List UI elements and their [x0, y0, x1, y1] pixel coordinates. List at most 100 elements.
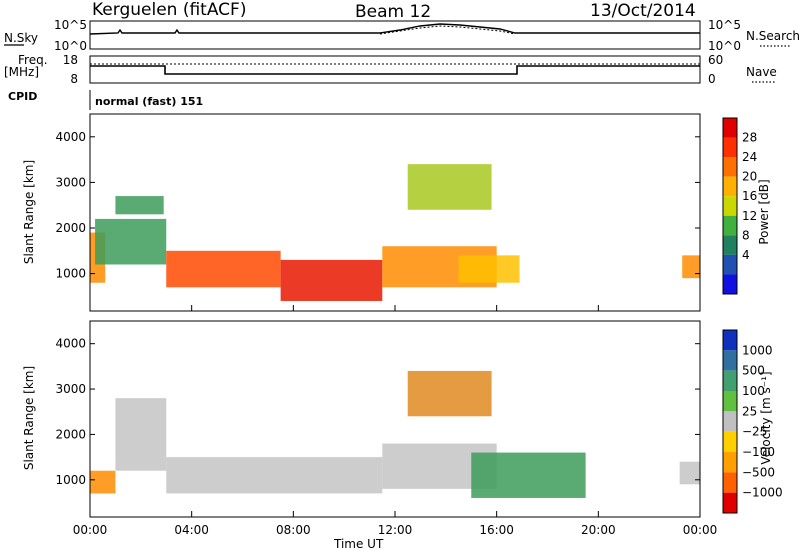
nave-label: Nave — [746, 65, 777, 79]
power-panel: 1000 2000 3000 4000 Slant Range [km] — [22, 113, 701, 312]
nave-tick-bottom: 0 — [708, 72, 716, 86]
data-region-0 — [90, 470, 116, 494]
colorbar-tick-2: 20 — [742, 170, 757, 184]
colorbar-tick-6: 4 — [742, 248, 750, 262]
velocity-colorbar: 1000 500 100 25 −25 −100 −500 −1000 Velocity [m… — [722, 329, 783, 514]
colorbar-tick-7: −1000 — [742, 486, 783, 500]
nsearch-label: N.Search — [746, 29, 800, 43]
nsky-tick-bottom: 10^0 — [54, 39, 87, 53]
y-tick-label-1: 2000 — [55, 427, 86, 441]
velocity-panel: 1000 2000 3000 4000 00:00 04:00 08:00 12:00 16:… — [22, 320, 718, 551]
data-region-6 — [679, 461, 700, 485]
colorbar-tick-0: 28 — [742, 131, 757, 145]
colorbar-block-7 — [723, 254, 737, 275]
velocity-data-regions — [90, 370, 700, 498]
x-tick-label-0: 00:00 — [73, 523, 108, 537]
power-colorbar-ticks: 28 24 20 16 12 8 4 — [742, 131, 757, 262]
colorbar-block-0 — [723, 330, 737, 351]
colorbar-block-1 — [723, 350, 737, 371]
beam-title: Beam 12 — [355, 2, 431, 22]
velocity-colorbar-label: Velocity [m s⁻¹] — [759, 371, 773, 464]
date-title: 13/Oct/2014 — [590, 1, 696, 21]
colorbar-block-5 — [723, 215, 737, 236]
data-region-2 — [115, 196, 164, 215]
nsky-label: N.Sky — [4, 31, 38, 45]
power-colorbar-blocks — [723, 118, 737, 294]
colorbar-tick-3: 25 — [742, 404, 757, 418]
data-region-3 — [166, 250, 281, 288]
data-region-1 — [95, 218, 167, 265]
velocity-ylabel: Slant Range [km] — [22, 366, 36, 470]
station-title: Kerguelen (fitACF) — [92, 0, 246, 20]
velocity-colorbar-frame — [722, 329, 738, 514]
data-region-7 — [458, 255, 520, 283]
cpid-label: CPID — [8, 90, 37, 103]
colorbar-block-1 — [723, 137, 737, 158]
data-region-5 — [471, 452, 586, 498]
x-tick-label-4: 16:00 — [479, 523, 514, 537]
freq-trace — [90, 65, 700, 75]
colorbar-tick-4: 12 — [742, 209, 757, 223]
velocity-y-ticks: 1000 2000 3000 4000 — [55, 337, 700, 487]
power-colorbar: 28 24 20 16 12 8 4 Power [dB] — [722, 117, 771, 295]
data-region-1 — [115, 398, 167, 471]
x-tick-label-1: 04:00 — [174, 523, 209, 537]
nsky-tick-top: 10^5 — [54, 18, 87, 32]
colorbar-block-3 — [723, 391, 737, 412]
y-tick-label-2: 3000 — [55, 382, 86, 396]
freq-tick-bottom: 8 — [70, 72, 78, 86]
nsearch-tick-top: 10^5 — [708, 18, 741, 32]
colorbar-block-3 — [723, 176, 737, 197]
colorbar-block-2 — [723, 370, 737, 391]
velocity-x-ticks: 00:00 04:00 08:00 12:00 16:00 20:00 00:00 — [73, 511, 718, 537]
colorbar-block-4 — [723, 411, 737, 432]
power-data-regions — [90, 164, 700, 301]
colorbar-tick-0: 1000 — [742, 343, 773, 357]
power-colorbar-label: Power [dB] — [757, 179, 771, 244]
colorbar-block-8 — [723, 492, 737, 513]
y-tick-label-2: 3000 — [55, 175, 86, 189]
nave-tick-top: 60 — [708, 53, 723, 67]
colorbar-tick-3: 16 — [742, 189, 757, 203]
x-tick-label-6: 00:00 — [683, 523, 718, 537]
data-region-8 — [682, 255, 700, 279]
colorbar-tick-6: −500 — [742, 465, 775, 479]
power-x-ticks — [89, 305, 701, 311]
colorbar-tick-1: 24 — [742, 150, 757, 164]
power-ylabel: Slant Range [km] — [22, 160, 36, 264]
nsky-trace — [89, 23, 700, 35]
data-region-4 — [280, 259, 383, 301]
y-tick-label-0: 1000 — [55, 267, 86, 281]
power-colorbar-frame — [722, 117, 738, 295]
colorbar-block-6 — [723, 235, 737, 255]
colorbar-tick-5: 8 — [742, 228, 750, 242]
data-region-2 — [166, 457, 383, 494]
velocity-xlabel: Time UT — [333, 537, 384, 551]
colorbar-tick-5: −100 — [742, 445, 775, 459]
colorbar-block-0 — [723, 118, 737, 138]
y-tick-label-1: 2000 — [55, 221, 86, 235]
colorbar-block-2 — [723, 157, 737, 177]
colorbar-block-4 — [723, 196, 737, 216]
colorbar-block-7 — [723, 472, 737, 493]
x-tick-label-5: 20:00 — [581, 523, 616, 537]
data-region-6 — [407, 164, 492, 210]
y-tick-label-3: 4000 — [55, 130, 86, 144]
freq-label-line1: Freq. — [18, 53, 48, 67]
colorbar-tick-1: 500 — [742, 364, 765, 378]
nsky-panel-frame — [89, 20, 701, 50]
y-tick-label-0: 1000 — [55, 473, 86, 487]
x-tick-label-3: 12:00 — [378, 523, 413, 537]
velocity-colorbar-blocks — [723, 330, 737, 513]
colorbar-tick-4: −25 — [742, 425, 767, 439]
y-tick-label-3: 4000 — [55, 337, 86, 351]
power-y-ticks: 1000 2000 3000 4000 — [55, 130, 700, 281]
colorbar-tick-2: 100 — [742, 384, 765, 398]
x-tick-label-2: 08:00 — [276, 523, 311, 537]
nsearch-tick-bottom: 10^0 — [708, 39, 741, 53]
data-region-4 — [407, 370, 492, 417]
colorbar-block-6 — [723, 452, 737, 473]
velocity-colorbar-ticks: 1000 500 100 25 −25 −100 −500 −1000 — [742, 343, 783, 499]
cpid-value: normal (fast) 151 — [95, 95, 203, 108]
